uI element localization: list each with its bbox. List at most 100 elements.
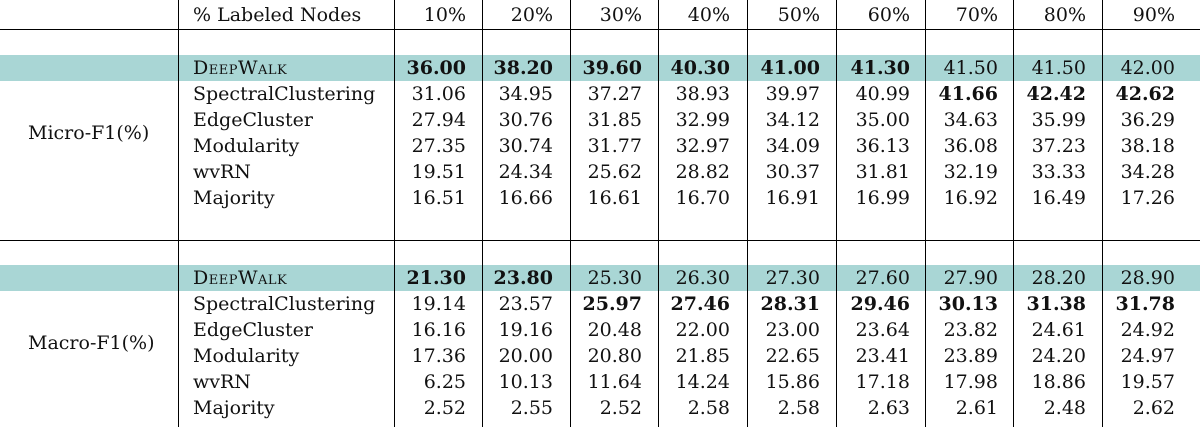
value-cell: 42.42	[1026, 83, 1087, 105]
column-rule	[658, 0, 659, 427]
header-50pct: 50%	[777, 4, 820, 26]
metric-label: Macro-F1(%)	[28, 332, 155, 354]
value-cell: 21.85	[675, 345, 730, 367]
column-rule	[394, 0, 395, 427]
value-cell: 17.18	[855, 371, 910, 393]
value-cell: 16.49	[1031, 187, 1086, 209]
value-cell: 15.86	[765, 371, 820, 393]
value-cell: 31.77	[587, 135, 642, 157]
highlight-band	[0, 55, 1200, 81]
value-cell: 2.55	[510, 397, 553, 419]
value-cell: 31.38	[1026, 293, 1087, 315]
value-cell: 34.12	[765, 109, 820, 131]
value-cell: 11.64	[587, 371, 642, 393]
value-cell: 39.97	[765, 83, 820, 105]
value-cell: 22.65	[765, 345, 820, 367]
value-cell: 6.25	[423, 371, 466, 393]
value-cell: 30.76	[498, 109, 553, 131]
value-cell: 17.98	[943, 371, 998, 393]
header-40pct: 40%	[687, 4, 730, 26]
header-10pct: 10%	[423, 4, 466, 26]
value-cell: 27.90	[943, 267, 998, 289]
header-label: % Labeled Nodes	[193, 4, 362, 26]
value-cell: 41.30	[850, 57, 911, 79]
value-cell: 2.52	[599, 397, 642, 419]
value-cell: 32.99	[675, 109, 730, 131]
value-cell: 28.82	[675, 161, 730, 183]
value-cell: 26.30	[675, 267, 730, 289]
value-cell: 16.61	[587, 187, 642, 209]
value-cell: 2.52	[423, 397, 466, 419]
value-cell: 36.13	[855, 135, 910, 157]
value-cell: 2.48	[1043, 397, 1086, 419]
highlight-band	[0, 265, 1200, 291]
value-cell: 35.00	[855, 109, 910, 131]
value-cell: 2.58	[777, 397, 820, 419]
value-cell: 38.18	[1120, 135, 1175, 157]
method-name: Modularity	[193, 135, 300, 157]
value-cell: 25.62	[587, 161, 642, 183]
header-30pct: 30%	[599, 4, 642, 26]
method-name: EdgeCluster	[193, 109, 314, 131]
value-cell: 19.51	[411, 161, 466, 183]
value-cell: 27.30	[765, 267, 820, 289]
value-cell: 20.80	[587, 345, 642, 367]
value-cell: 30.13	[938, 293, 999, 315]
column-rule	[747, 0, 748, 427]
value-cell: 16.92	[943, 187, 998, 209]
value-cell: 37.27	[587, 83, 642, 105]
row-rule	[0, 29, 1200, 30]
method-name: Modularity	[193, 345, 300, 367]
value-cell: 27.35	[411, 135, 466, 157]
value-cell: 27.60	[855, 267, 910, 289]
value-cell: 19.14	[411, 293, 466, 315]
method-name: SpectralClustering	[193, 293, 376, 315]
value-cell: 27.94	[411, 109, 466, 131]
method-name: EdgeCluster	[193, 319, 314, 341]
column-rule	[570, 0, 571, 427]
value-cell: 41.50	[1031, 57, 1086, 79]
value-cell: 20.00	[498, 345, 553, 367]
value-cell: 37.23	[1031, 135, 1086, 157]
value-cell: 2.61	[955, 397, 998, 419]
value-cell: 14.24	[675, 371, 730, 393]
header-20pct: 20%	[510, 4, 553, 26]
value-cell: 33.33	[1031, 161, 1086, 183]
value-cell: 29.46	[850, 293, 911, 315]
value-cell: 24.61	[1031, 319, 1086, 341]
header-70pct: 70%	[955, 4, 998, 26]
column-rule	[1102, 0, 1103, 427]
value-cell: 28.31	[760, 293, 821, 315]
value-cell: 34.09	[765, 135, 820, 157]
value-cell: 25.30	[587, 267, 642, 289]
value-cell: 30.37	[765, 161, 820, 183]
metric-label: Micro-F1(%)	[28, 122, 150, 144]
value-cell: 35.99	[1031, 109, 1086, 131]
value-cell: 42.62	[1115, 83, 1176, 105]
header-80pct: 80%	[1043, 4, 1086, 26]
value-cell: 19.57	[1120, 371, 1175, 393]
value-cell: 17.36	[411, 345, 466, 367]
value-cell: 32.19	[943, 161, 998, 183]
value-cell: 27.46	[670, 293, 731, 315]
value-cell: 18.86	[1031, 371, 1086, 393]
value-cell: 38.20	[493, 57, 554, 79]
value-cell: 22.00	[675, 319, 730, 341]
value-cell: 31.85	[587, 109, 642, 131]
value-cell: 36.00	[406, 57, 467, 79]
column-rule	[836, 0, 837, 427]
method-name: Majority	[193, 187, 275, 209]
value-cell: 2.62	[1132, 397, 1175, 419]
method-name: DeepWalk	[193, 267, 288, 289]
value-cell: 23.82	[943, 319, 998, 341]
value-cell: 19.16	[498, 319, 553, 341]
value-cell: 41.00	[760, 57, 821, 79]
value-cell: 36.08	[943, 135, 998, 157]
value-cell: 10.13	[498, 371, 553, 393]
value-cell: 36.29	[1120, 109, 1175, 131]
column-rule	[925, 0, 926, 427]
method-name: DeepWalk	[193, 57, 288, 79]
value-cell: 24.34	[498, 161, 553, 183]
column-rule	[1013, 0, 1014, 427]
